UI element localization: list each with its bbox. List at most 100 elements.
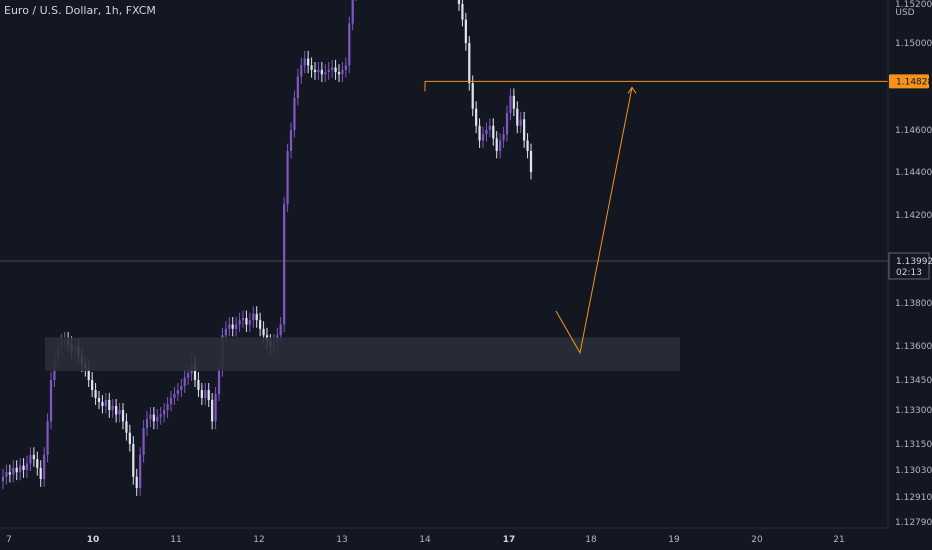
time-tick-label: 10 [87, 535, 100, 545]
time-tick-label: 12 [253, 535, 264, 545]
candle-body [111, 406, 114, 410]
candle-body [238, 320, 241, 325]
price-tick-label: 1.13450 [895, 376, 932, 386]
time-tick-label: 21 [833, 535, 844, 545]
candle-body [516, 108, 519, 126]
price-tick-label: 1.14400 [895, 168, 932, 178]
candle-body [324, 72, 327, 75]
price-tick-label: 1.13300 [895, 406, 932, 416]
candle-body [348, 23, 351, 66]
price-tick-label: 1.15000 [895, 39, 932, 49]
demand-zone [45, 337, 680, 371]
candle-body [128, 432, 131, 444]
price-tick-label: 1.13600 [895, 342, 932, 352]
candle-body [248, 320, 251, 325]
candle-body [300, 65, 303, 77]
marked-level-badge [889, 74, 929, 89]
candle-body [211, 400, 214, 422]
candle-body [156, 416, 159, 422]
candle-body [231, 324, 234, 329]
candle-body [283, 204, 286, 325]
candle-body [317, 69, 320, 73]
candle-body [241, 318, 245, 321]
time-tick-label: 18 [585, 535, 597, 545]
candle-body [166, 404, 169, 410]
candle-body [252, 313, 255, 321]
candle-body [509, 95, 512, 113]
candle-body [173, 394, 176, 398]
candle-body [32, 454, 35, 460]
candle-body [334, 67, 337, 73]
candle-body [94, 390, 97, 398]
chart-title: Euro / U.S. Dollar, 1h, FXCM [4, 4, 156, 17]
candle-body [337, 72, 341, 75]
last-price-value: 1.13992 [896, 257, 932, 267]
candle-body [101, 402, 104, 406]
candle-body [475, 108, 478, 126]
candle-body [224, 328, 227, 336]
candle-body [307, 58, 310, 66]
candle-body [176, 390, 179, 394]
candle-body [197, 380, 200, 390]
candle-body [331, 67, 334, 70]
price-tick-label: 1.13800 [895, 299, 932, 309]
candle-body [468, 43, 471, 84]
candle-body [169, 398, 173, 404]
candles-layer [1, 0, 533, 496]
candle-body [8, 472, 11, 475]
candle-body [505, 112, 509, 135]
candle-body [135, 476, 138, 488]
candle-body [193, 364, 197, 380]
candle-body [1, 476, 5, 482]
candle-body [310, 65, 313, 70]
candle-body [163, 410, 166, 415]
candle-body [43, 454, 46, 479]
candle-body [204, 390, 207, 398]
candle-body [200, 390, 203, 398]
candle-body [5, 472, 8, 477]
bar-countdown: 02:13 [896, 268, 922, 278]
candle-body [502, 134, 505, 141]
candle-body [485, 130, 488, 135]
candle-body [327, 69, 330, 73]
candle-body [313, 69, 317, 73]
time-tick-label: 11 [170, 535, 181, 545]
time-tick-label: 14 [419, 535, 431, 545]
candle-body [259, 320, 262, 329]
candle-body [228, 324, 231, 329]
time-tick-label: 19 [668, 535, 680, 545]
projection-path [555, 87, 633, 355]
candle-body [464, 19, 467, 43]
candle-body [262, 328, 265, 336]
time-tick-label: 7 [6, 535, 12, 545]
candle-body [351, 0, 354, 24]
candle-body [15, 467, 18, 473]
candle-body [523, 119, 526, 141]
candle-body [207, 390, 210, 400]
candle-body [108, 400, 111, 410]
candle-body [12, 467, 15, 475]
candle-body [19, 465, 22, 473]
price-tick-label: 1.12790 [895, 518, 932, 528]
candle-body [139, 454, 142, 488]
candle-body [115, 406, 118, 415]
candle-body [296, 76, 299, 99]
currency-label: USD [895, 8, 914, 18]
candle-body [149, 414, 152, 420]
candle-body [46, 421, 49, 455]
candle-body [145, 419, 149, 429]
candle-body [217, 368, 221, 394]
candle-body [341, 69, 344, 75]
candle-body [344, 65, 347, 70]
time-tick-label: 17 [503, 535, 516, 545]
candle-body [526, 140, 529, 151]
candle-body [97, 398, 101, 402]
time-axis[interactable]: 7 10 11 12 13 14 17 18 19 20 21 [0, 527, 888, 545]
candle-body [91, 380, 94, 390]
candle-body [183, 377, 186, 386]
candle-body [36, 459, 39, 468]
price-tick-label: 1.14200 [895, 211, 932, 221]
